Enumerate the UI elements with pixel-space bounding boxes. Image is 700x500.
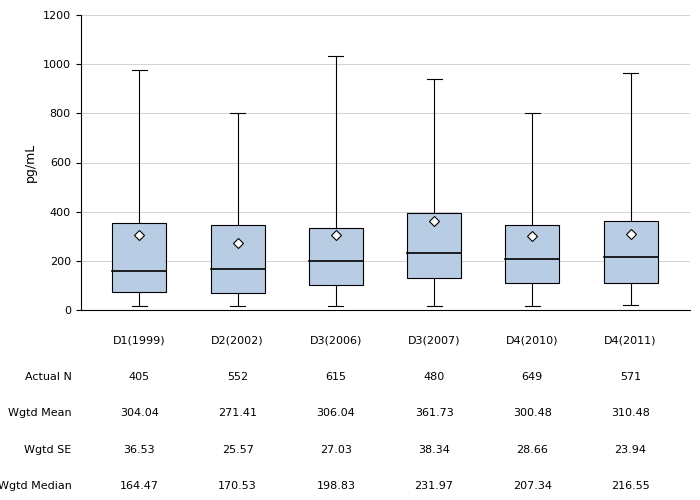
Bar <box>211 225 265 293</box>
Text: 198.83: 198.83 <box>316 481 356 491</box>
Text: 36.53: 36.53 <box>124 444 155 454</box>
Text: 480: 480 <box>424 372 444 382</box>
Text: Wgtd Mean: Wgtd Mean <box>8 408 71 418</box>
Bar <box>113 222 167 292</box>
Text: 27.03: 27.03 <box>320 444 352 454</box>
Text: D3(2006): D3(2006) <box>309 335 362 345</box>
Text: Wgtd Median: Wgtd Median <box>0 481 71 491</box>
Bar <box>505 225 559 283</box>
Text: D4(2011): D4(2011) <box>604 335 657 345</box>
Text: 405: 405 <box>129 372 150 382</box>
Text: 231.97: 231.97 <box>414 481 454 491</box>
Bar <box>309 228 363 286</box>
Text: 649: 649 <box>522 372 543 382</box>
Text: 571: 571 <box>620 372 641 382</box>
Text: 306.04: 306.04 <box>316 408 356 418</box>
Text: 25.57: 25.57 <box>222 444 253 454</box>
Text: D4(2010): D4(2010) <box>506 335 559 345</box>
Text: 615: 615 <box>326 372 346 382</box>
Text: 164.47: 164.47 <box>120 481 159 491</box>
Text: 207.34: 207.34 <box>513 481 552 491</box>
Text: Wgtd SE: Wgtd SE <box>25 444 71 454</box>
Text: 216.55: 216.55 <box>611 481 650 491</box>
Text: 170.53: 170.53 <box>218 481 257 491</box>
Text: 271.41: 271.41 <box>218 408 257 418</box>
Bar <box>407 214 461 278</box>
Text: 361.73: 361.73 <box>414 408 454 418</box>
Text: D2(2002): D2(2002) <box>211 335 264 345</box>
Text: 38.34: 38.34 <box>418 444 450 454</box>
Text: 28.66: 28.66 <box>517 444 548 454</box>
Text: 300.48: 300.48 <box>513 408 552 418</box>
Text: 304.04: 304.04 <box>120 408 159 418</box>
Text: 552: 552 <box>227 372 248 382</box>
Text: 310.48: 310.48 <box>611 408 650 418</box>
Text: D3(2007): D3(2007) <box>408 335 461 345</box>
Text: Actual N: Actual N <box>25 372 71 382</box>
Bar <box>603 221 657 283</box>
Y-axis label: pg/mL: pg/mL <box>24 143 37 182</box>
Text: 23.94: 23.94 <box>615 444 647 454</box>
Text: D1(1999): D1(1999) <box>113 335 166 345</box>
